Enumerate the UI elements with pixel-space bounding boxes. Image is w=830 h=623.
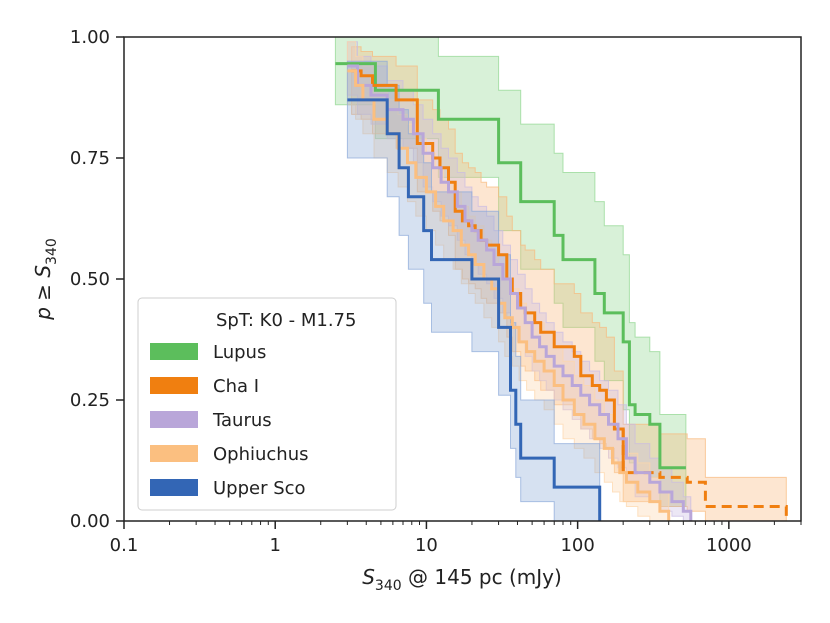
- y-axis-ticks: 0.00 0.25 0.50 0.75 1.00: [70, 27, 124, 532]
- legend-label-lupus: Lupus: [213, 342, 266, 363]
- legend-swatch-cha-i: [150, 377, 198, 394]
- legend: SpT: K0 - M1.75 Lupus Cha I Taurus Ophiuchu…: [137, 297, 397, 511]
- x-tick-label: 100: [560, 535, 594, 556]
- y-tick-label: 1.00: [70, 27, 110, 48]
- x-tick-label: 1000: [706, 535, 752, 556]
- legend-swatch-taurus: [150, 411, 198, 428]
- legend-swatch-upper-sco: [150, 479, 198, 496]
- line-upper-sco: [347, 98, 602, 521]
- y-tick-label: 0.25: [70, 390, 110, 411]
- legend-label-taurus: Taurus: [212, 410, 272, 431]
- x-tick-label: 1: [269, 535, 280, 556]
- legend-swatch-ophiuchus: [150, 445, 198, 462]
- y-tick-label: 0.00: [70, 511, 110, 532]
- legend-label-ophiuchus: Ophiuchus: [213, 444, 309, 465]
- y-tick-label: 0.50: [70, 269, 110, 290]
- line-ophiuchus: [347, 69, 671, 521]
- legend-label-upper-sco: Upper Sco: [213, 478, 306, 499]
- x-tick-label: 10: [415, 535, 438, 556]
- line-cha-i: [351, 69, 625, 473]
- legend-items: Lupus Cha I Taurus Ophiuchus Upper Sco: [150, 342, 309, 499]
- legend-title: SpT: K0 - M1.75: [216, 310, 356, 331]
- line-taurus: [347, 64, 693, 521]
- legend-box: [137, 297, 397, 511]
- legend-label-cha-i: Cha I: [213, 376, 259, 397]
- series-lines: [335, 62, 788, 521]
- line-cha-i-tail: [621, 429, 788, 521]
- x-axis-label: S340 @ 145 pc (mJy): [362, 565, 562, 594]
- y-tick-label: 0.75: [70, 148, 110, 169]
- legend-swatch-lupus: [150, 343, 198, 360]
- x-axis-ticks: 0.1 1 10 100 1000: [110, 521, 802, 556]
- y-axis-label: p ≥ S340: [31, 238, 60, 321]
- line-lupus: [335, 62, 686, 470]
- x-tick-label: 0.1: [110, 535, 139, 556]
